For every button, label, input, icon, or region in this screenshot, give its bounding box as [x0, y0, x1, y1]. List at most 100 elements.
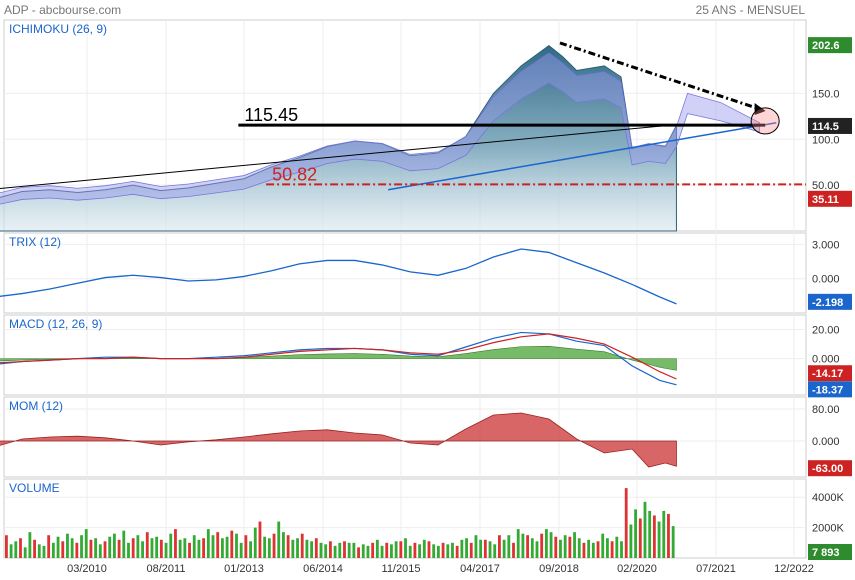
volume-bar	[84, 529, 88, 558]
volume-bar	[385, 542, 389, 558]
volume-bar	[98, 544, 102, 558]
volume-bar	[436, 545, 440, 558]
volume-bar	[291, 539, 295, 558]
volume-bar	[338, 542, 342, 558]
volume-bar	[455, 545, 459, 558]
volume-bar	[507, 535, 511, 558]
volume-bar	[127, 542, 130, 558]
volume-bar	[483, 539, 487, 558]
volume-bar	[19, 538, 22, 558]
volume-bar	[244, 535, 248, 558]
value-badge-label: -63.00	[812, 463, 843, 475]
volume-bar	[112, 533, 116, 558]
y-tick-label: 3.000	[812, 239, 840, 251]
y-tick-label: 0.000	[812, 436, 840, 448]
volume-bar	[418, 544, 422, 558]
volume-bar	[535, 541, 539, 558]
value-badge	[808, 365, 852, 382]
volume-bar	[638, 518, 642, 558]
volume-bar	[51, 542, 55, 558]
panel-title: TRIX (12)	[9, 235, 61, 249]
volume-bar	[343, 541, 346, 558]
volume-bar	[643, 501, 647, 558]
y-tick-label: 20.00	[812, 325, 840, 337]
support-label: 50.82	[272, 164, 317, 184]
volume-bar	[103, 541, 107, 558]
volume-bar	[568, 536, 572, 558]
volume-bar	[211, 535, 215, 558]
volume-bar	[300, 533, 304, 558]
volume-bar	[66, 533, 69, 558]
volume-bar	[667, 513, 670, 558]
volume-bar	[333, 545, 337, 558]
volume-bar	[235, 533, 238, 558]
volume-bar	[357, 547, 360, 558]
volume-bar	[361, 544, 365, 558]
x-tick-label: 06/2014	[303, 563, 343, 575]
y-tick-label: 100.0	[812, 134, 840, 146]
volume-bar	[380, 545, 384, 558]
volume-bar	[230, 530, 234, 558]
value-badge-label: -18.37	[812, 384, 843, 396]
volume-bar	[56, 536, 60, 558]
panel-frame-2	[3, 314, 807, 396]
volume-bar	[460, 539, 464, 558]
volume-bar	[587, 539, 591, 558]
y-tick-label: 0.000	[812, 274, 840, 286]
volume-bar	[540, 533, 544, 558]
volume-bar	[549, 532, 553, 558]
volume-bar	[502, 539, 506, 558]
volume-bar	[178, 539, 182, 558]
value-badge	[808, 544, 852, 560]
volume-bar	[5, 535, 8, 558]
volume-bar	[155, 536, 159, 558]
value-badge-label: -14.17	[812, 368, 843, 380]
volume-bar	[530, 538, 534, 558]
x-tick-label: 02/2020	[617, 563, 657, 575]
long-trend-line	[0, 124, 677, 190]
volume-bar	[89, 539, 93, 558]
volume-bar	[80, 535, 83, 558]
volume-bar	[310, 541, 314, 558]
volume-bar	[390, 544, 393, 558]
mom-area	[0, 412, 677, 468]
volume-bar	[498, 535, 501, 558]
volume-bar	[563, 535, 567, 558]
value-badge	[808, 190, 852, 207]
volume-bar	[183, 538, 187, 558]
volume-bar	[620, 541, 623, 558]
volume-bar	[188, 542, 191, 558]
x-tick-label: 04/2017	[460, 563, 500, 575]
volume-bar	[174, 529, 177, 558]
volume-bar	[441, 542, 445, 558]
volume-bar	[324, 544, 328, 558]
volume-bar	[267, 538, 271, 558]
volume-bar	[634, 509, 638, 558]
volume-bar	[122, 530, 126, 558]
volume-bar	[164, 542, 168, 558]
volume-bar	[577, 538, 581, 558]
volume-bar	[488, 541, 492, 558]
panel-title: VOLUME	[9, 481, 60, 495]
volume-bar	[516, 529, 520, 558]
volume-bar	[375, 539, 379, 558]
value-badge-label: 114.5	[812, 121, 839, 133]
x-tick-label: 01/2013	[224, 563, 264, 575]
highlight-circle	[750, 107, 780, 135]
x-tick-label: 03/2010	[67, 563, 107, 575]
value-badge-label: 202.6	[812, 40, 840, 52]
volume-bar	[159, 539, 163, 558]
value-badge	[808, 293, 852, 310]
volume-bar	[573, 532, 576, 558]
volume-bar	[366, 545, 370, 558]
volume-bar	[347, 542, 351, 558]
volume-bar	[408, 545, 412, 558]
x-tick-label: 07/2021	[696, 563, 736, 575]
panel-title: ICHIMOKU (26, 9)	[9, 22, 107, 36]
volume-bar	[296, 538, 299, 558]
volume-bar	[150, 538, 154, 558]
trix-line	[0, 248, 677, 305]
x-tick-label: 11/2015	[382, 563, 421, 575]
volume-bar	[239, 542, 243, 558]
volume-bar	[225, 536, 229, 558]
